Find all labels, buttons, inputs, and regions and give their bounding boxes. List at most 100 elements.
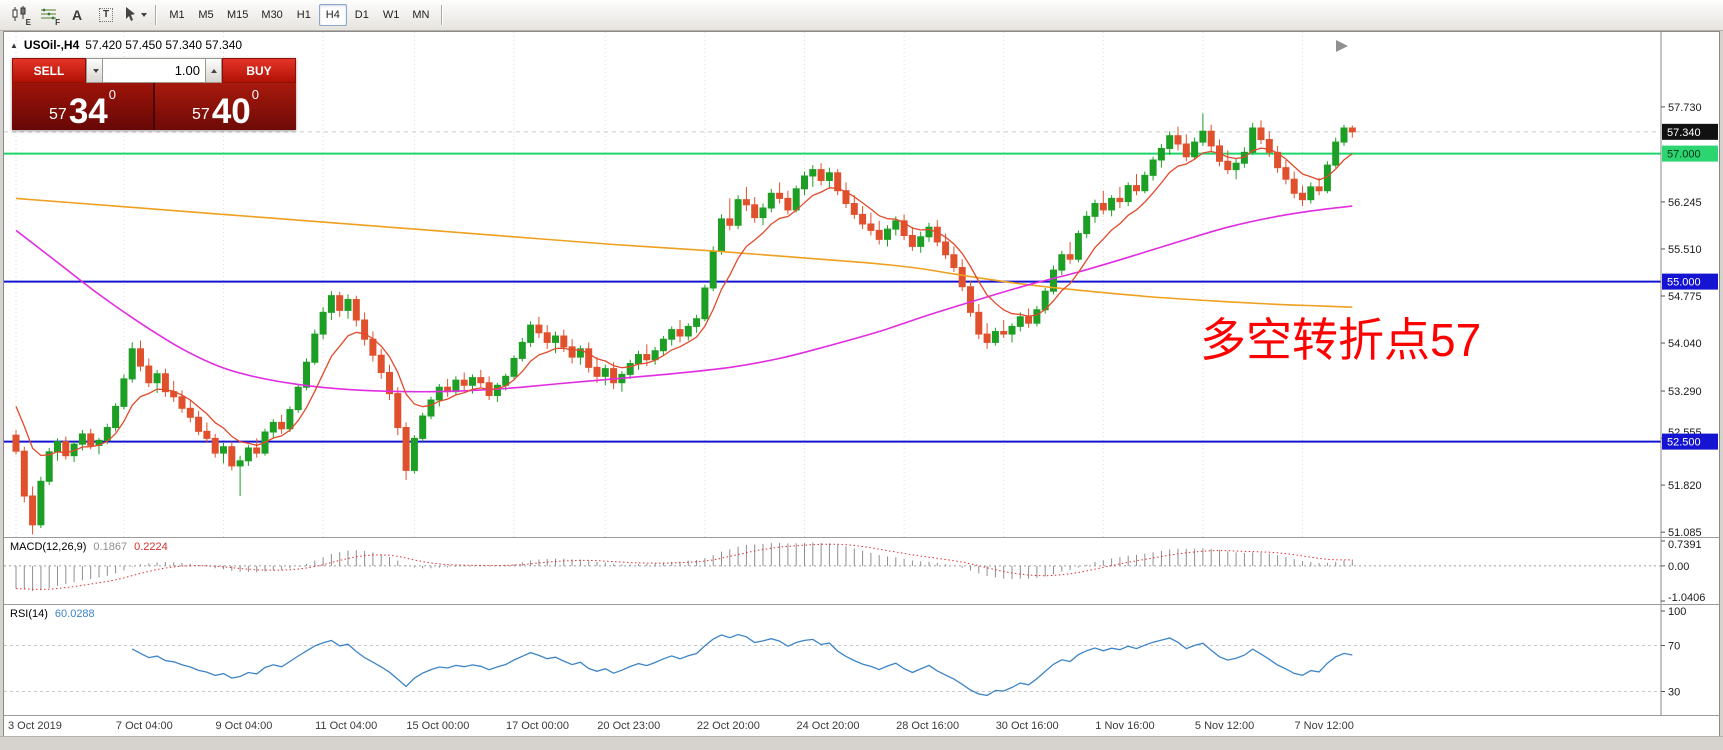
time-axis[interactable]: 3 Oct 2019 7 Oct 04:00 9 Oct 04:00 11 Oct 0… xyxy=(4,715,1719,736)
svg-text:57.730: 57.730 xyxy=(1668,102,1702,114)
candle xyxy=(1348,127,1356,133)
candle xyxy=(386,371,393,395)
svg-text:100: 100 xyxy=(1668,606,1686,618)
lot-dropdown-button[interactable] xyxy=(86,58,103,83)
candle xyxy=(643,354,651,361)
timeframe-m5-button[interactable]: M5 xyxy=(192,4,220,26)
candle xyxy=(1000,331,1008,335)
lot-increase-button[interactable] xyxy=(205,58,222,83)
timeframe-h4-button[interactable]: H4 xyxy=(318,4,347,26)
svg-text:53.290: 53.290 xyxy=(1668,386,1702,398)
candle xyxy=(12,434,20,452)
chart-shift-marker[interactable] xyxy=(1336,40,1348,52)
candle xyxy=(933,226,941,243)
candle xyxy=(1074,233,1082,260)
candle xyxy=(1091,203,1099,217)
timeframe-mn-button[interactable]: MN xyxy=(406,4,435,26)
timeframe-m30-button[interactable]: M30 xyxy=(255,4,288,26)
svg-text:54.775: 54.775 xyxy=(1668,291,1702,303)
pane-divider[interactable] xyxy=(4,537,1719,538)
price-badge xyxy=(1662,433,1718,450)
candle xyxy=(659,338,667,352)
macd-canvas[interactable]: 0.7391 0.00 -1.0406 xyxy=(4,538,1719,604)
chart-symbol-label: USOil-,H4 xyxy=(23,38,80,52)
candle xyxy=(460,379,468,386)
candle xyxy=(892,220,900,230)
candle xyxy=(1157,147,1165,161)
chart-type-tool[interactable]: E xyxy=(5,3,33,27)
timeframe-h1-button[interactable]: H1 xyxy=(290,4,318,26)
candle xyxy=(850,203,858,215)
ma-mid xyxy=(15,205,1353,393)
candle xyxy=(1033,309,1041,324)
svg-text:0.7391: 0.7391 xyxy=(1668,539,1702,551)
text-tool[interactable]: A xyxy=(63,3,91,27)
macd-value-main: 0.1867 xyxy=(93,541,128,553)
chart-window: 57.730 56.245 55.510 54.775 54.040 53.290 52.5… xyxy=(3,31,1720,737)
trade-panel-controls: SELL BUY xyxy=(12,58,296,83)
main-chart-canvas[interactable]: 57.730 56.245 55.510 54.775 54.040 53.290 52.5… xyxy=(4,32,1719,537)
rsi-canvas[interactable]: 100 70 30 xyxy=(4,605,1719,715)
candle xyxy=(1050,269,1057,292)
candle xyxy=(560,335,568,348)
time-axis-label: 20 Oct 23:00 xyxy=(597,720,661,732)
sell-price-display[interactable]: 57 34 0 xyxy=(12,83,153,130)
horizontal-lines-layer xyxy=(4,131,1661,443)
pane-divider[interactable] xyxy=(4,604,1719,605)
svg-text:54.040: 54.040 xyxy=(1668,338,1702,350)
label-tool[interactable]: T xyxy=(92,3,120,27)
candle xyxy=(203,430,211,439)
crosshair-tool[interactable] xyxy=(121,3,149,27)
candle xyxy=(809,169,817,177)
candle xyxy=(842,190,850,205)
candle xyxy=(510,357,518,377)
chart-annotation-text[interactable]: 多空转折点57 xyxy=(1200,314,1482,366)
buy-price-big: 40 xyxy=(211,92,251,132)
candle xyxy=(211,437,219,454)
price-scale: 57.730 56.245 55.510 54.775 54.040 53.290 52.5… xyxy=(1660,32,1719,537)
timeframe-m15-button[interactable]: M15 xyxy=(221,4,254,26)
buy-button[interactable]: BUY xyxy=(222,58,296,83)
candle xyxy=(593,366,601,377)
svg-text:55.000: 55.000 xyxy=(1667,277,1701,289)
candle xyxy=(900,220,908,237)
toolbar-separator xyxy=(441,5,444,25)
candle xyxy=(493,384,501,397)
indicator-list-tool[interactable]: F xyxy=(34,3,62,27)
svg-text:51.820: 51.820 xyxy=(1668,480,1702,492)
candle xyxy=(1124,185,1132,203)
candle xyxy=(319,311,327,335)
candle xyxy=(311,333,319,363)
buy-price-display[interactable]: 57 40 0 xyxy=(153,83,296,130)
candle xyxy=(1224,160,1232,171)
chart-ohlc-values: 57.420 57.450 57.340 57.340 xyxy=(85,38,243,52)
time-axis-label: 7 Oct 04:00 xyxy=(115,720,173,732)
timeframe-w1-button[interactable]: W1 xyxy=(377,4,406,26)
candle xyxy=(29,495,37,526)
candle xyxy=(552,335,559,343)
candle xyxy=(610,368,618,384)
bottom-strip xyxy=(0,736,1723,750)
candle xyxy=(419,415,427,439)
candle xyxy=(1108,197,1116,211)
candle xyxy=(601,368,609,377)
timeframe-d1-button[interactable]: D1 xyxy=(348,4,376,26)
svg-text:51.085: 51.085 xyxy=(1668,527,1702,537)
lot-size-input[interactable] xyxy=(103,58,205,83)
candle xyxy=(1299,192,1306,201)
sell-button[interactable]: SELL xyxy=(12,58,86,83)
candle xyxy=(942,241,950,256)
macd-histogram xyxy=(15,542,1353,592)
candle xyxy=(303,361,310,388)
candle xyxy=(784,197,792,211)
collapse-icon[interactable]: ▲ xyxy=(10,40,18,50)
candle xyxy=(1257,127,1265,141)
candle xyxy=(369,338,377,356)
candle xyxy=(825,172,833,181)
main-chart-pane: 57.730 56.245 55.510 54.775 54.040 53.290 52.5… xyxy=(4,32,1719,537)
candle xyxy=(336,295,344,311)
candle xyxy=(626,363,634,375)
timeframe-m1-button[interactable]: M1 xyxy=(163,4,191,26)
